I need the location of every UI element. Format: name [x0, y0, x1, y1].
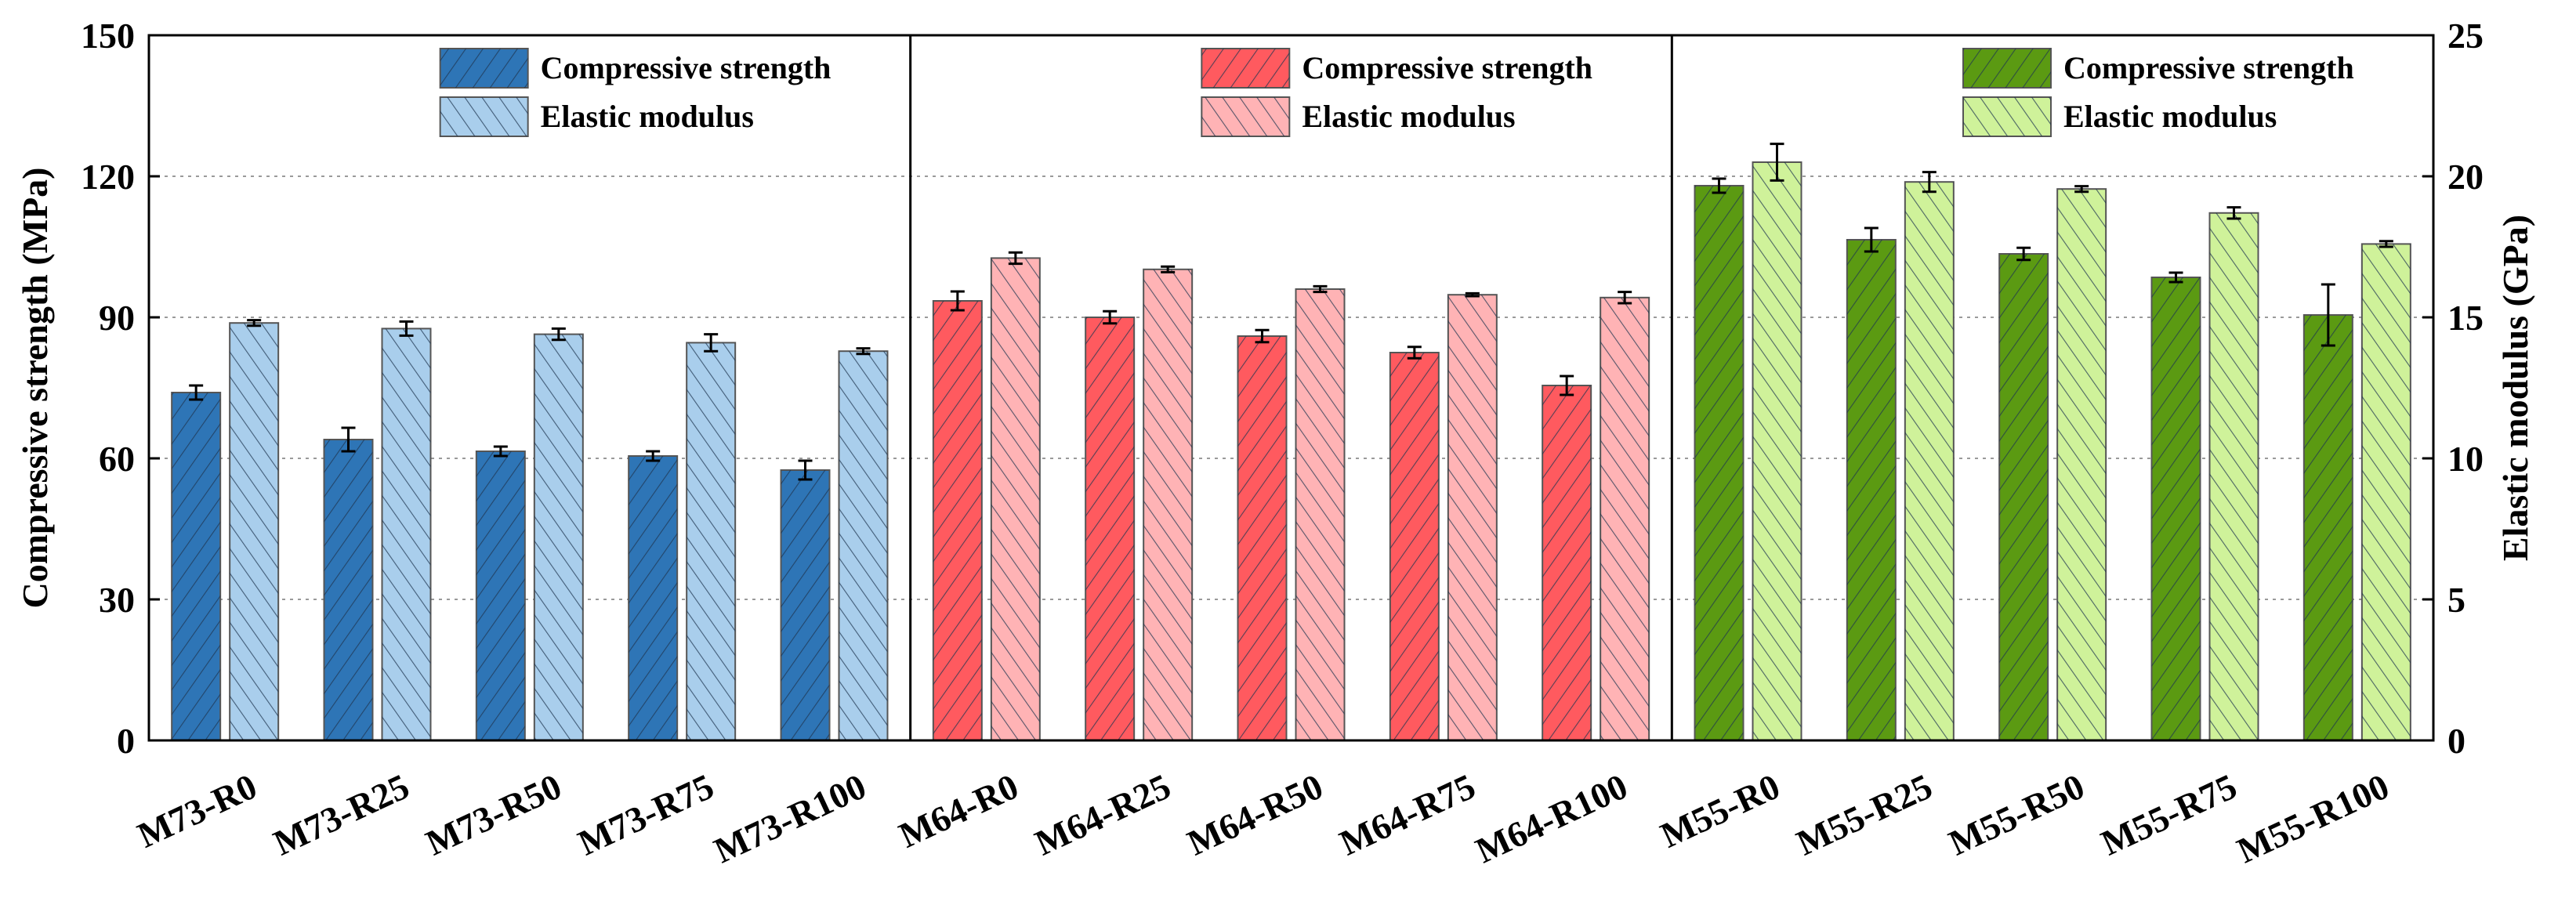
bar-hatch [2361, 244, 2411, 740]
y-tick-label-left: 90 [99, 298, 135, 338]
bar-hatch [172, 393, 221, 740]
y-tick-label-left: 0 [117, 721, 135, 761]
bar-hatch [839, 351, 888, 740]
bar-hatch [2057, 189, 2107, 740]
bar-hatch [781, 470, 830, 740]
legend-swatch-hatch [440, 97, 528, 136]
legend-swatch-hatch [1963, 97, 2051, 136]
bar-hatch [1143, 269, 1193, 740]
legend-swatch-hatch [1201, 97, 1290, 136]
bar-hatch [1999, 254, 2049, 740]
bar-hatch [1846, 240, 1896, 740]
category-label: M64-R100 [1469, 766, 1633, 871]
category-label: M73-R50 [420, 766, 567, 863]
category-label: M55-R0 [1654, 766, 1785, 856]
legend-label-compressive: Compressive strength [541, 50, 831, 85]
bar-hatch [2209, 212, 2259, 740]
category-label: M64-R25 [1029, 766, 1176, 863]
y-axis-label-left: Compressive strength (MPa) [15, 168, 55, 609]
bar-hatch [476, 451, 525, 740]
y-tick-label-left: 30 [99, 580, 135, 620]
y-tick-label-right: 15 [2447, 298, 2484, 338]
legend-label-compressive: Compressive strength [2063, 50, 2354, 85]
category-label: M73-R75 [572, 766, 719, 863]
bar-hatch [1085, 317, 1135, 740]
y-tick-label-left: 120 [81, 157, 135, 197]
bar-hatch [1542, 385, 1592, 740]
bar-hatch [324, 440, 373, 740]
bar-hatch [1752, 162, 1802, 740]
y-tick-label-left: 60 [99, 439, 135, 479]
category-label: M64-R75 [1334, 766, 1481, 863]
category-label: M73-R100 [708, 766, 871, 871]
bar-hatch [534, 334, 583, 741]
bar-hatch [1295, 289, 1345, 740]
legend-swatch-hatch [1963, 49, 2051, 88]
bar-hatch [1237, 336, 1287, 740]
bar-hatch [991, 258, 1040, 740]
category-label: M73-R25 [267, 766, 415, 863]
y-tick-label-right: 10 [2447, 439, 2484, 479]
bar-hatch [1389, 353, 1439, 740]
bar-hatch [933, 301, 982, 740]
legend-label-elastic: Elastic modulus [2063, 99, 2277, 134]
bar-hatch [629, 456, 678, 740]
y-tick-label-right: 20 [2447, 157, 2484, 197]
bar-hatch [687, 342, 736, 740]
legend-swatch-hatch [440, 49, 528, 88]
bar-hatch [1600, 297, 1650, 740]
legend-label-elastic: Elastic modulus [541, 99, 754, 134]
legend-label-elastic: Elastic modulus [1302, 99, 1515, 134]
legend-swatch-hatch [1201, 49, 1290, 88]
bar-hatch [2151, 277, 2201, 740]
y-tick-label-right: 5 [2447, 580, 2465, 620]
category-label: M55-R25 [1791, 766, 1938, 863]
bar-hatch [1447, 295, 1497, 740]
legend-label-compressive: Compressive strength [1302, 50, 1592, 85]
y-tick-label-left: 150 [81, 16, 135, 56]
bar-hatch [1904, 182, 1954, 740]
category-label: M55-R50 [1943, 766, 2090, 863]
y-axis-label-right: Elastic modulus (GPa) [2495, 215, 2535, 561]
category-label: M64-R0 [893, 766, 1024, 856]
bar-hatch [1694, 186, 1744, 740]
bar-hatch [230, 323, 279, 740]
bar-hatch [2303, 315, 2353, 740]
category-label: M73-R0 [132, 766, 263, 856]
category-label: M55-R75 [2095, 766, 2242, 863]
y-tick-label-right: 25 [2447, 16, 2484, 56]
bar-hatch [382, 328, 431, 740]
category-label: M64-R50 [1181, 766, 1328, 863]
category-label: M55-R100 [2231, 766, 2395, 871]
y-tick-label-right: 0 [2447, 721, 2465, 761]
plot-frame [147, 34, 2435, 742]
